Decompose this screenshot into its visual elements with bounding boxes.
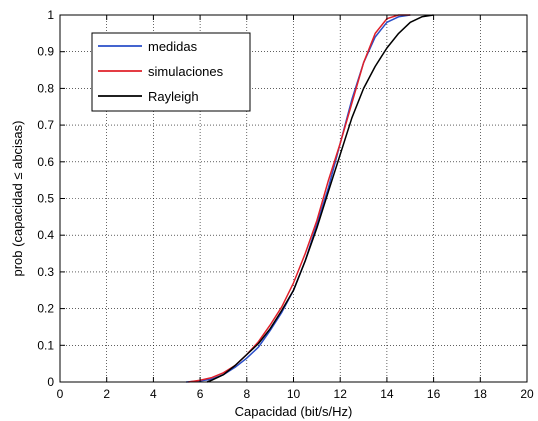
- y-tick-label: 0.6: [37, 155, 54, 169]
- x-tick-label: 8: [243, 387, 250, 401]
- x-tick-label: 16: [427, 387, 441, 401]
- y-tick-label: 0.2: [37, 302, 54, 316]
- x-tick-label: 2: [103, 387, 110, 401]
- x-tick-label: 14: [380, 387, 394, 401]
- series-line-rayleigh: [206, 14, 434, 383]
- legend: medidas simulaciones Rayleigh: [91, 32, 251, 112]
- y-tick-label: 0.4: [37, 228, 54, 242]
- grid-lines: [60, 15, 527, 382]
- y-tick-label: 1: [47, 8, 54, 22]
- y-tick-label: 0.1: [37, 338, 54, 352]
- legend-label: simulaciones: [148, 64, 224, 79]
- legend-label: Rayleigh: [148, 89, 199, 104]
- x-tick-label: 20: [520, 387, 534, 401]
- y-tick-label: 0.3: [37, 265, 54, 279]
- series-lines: [186, 14, 434, 383]
- x-tick-label: 0: [57, 387, 64, 401]
- axis-ticks: 0 2 4 6 8 10 12 14 16 18 20 0 0.1 0.2 0.3 0.4 0.5 0.6 0.7 0…: [37, 8, 534, 401]
- series-line-simulaciones: [188, 14, 411, 383]
- x-tick-label: 12: [334, 387, 348, 401]
- y-axis-label: prob (capacidad ≤ abcisas): [10, 121, 25, 277]
- y-tick-label: 0.9: [37, 45, 54, 59]
- x-tick-label: 6: [197, 387, 204, 401]
- x-tick-label: 10: [287, 387, 301, 401]
- y-tick-label: 0.7: [37, 118, 54, 132]
- y-tick-label: 0.5: [37, 192, 54, 206]
- y-tick-label: 0.8: [37, 81, 54, 95]
- legend-label: medidas: [148, 39, 198, 54]
- y-tick-label: 0: [47, 375, 54, 389]
- x-tick-label: 4: [150, 387, 157, 401]
- x-axis-label: Capacidad (bit/s/Hz): [235, 404, 353, 419]
- x-tick-label: 18: [474, 387, 488, 401]
